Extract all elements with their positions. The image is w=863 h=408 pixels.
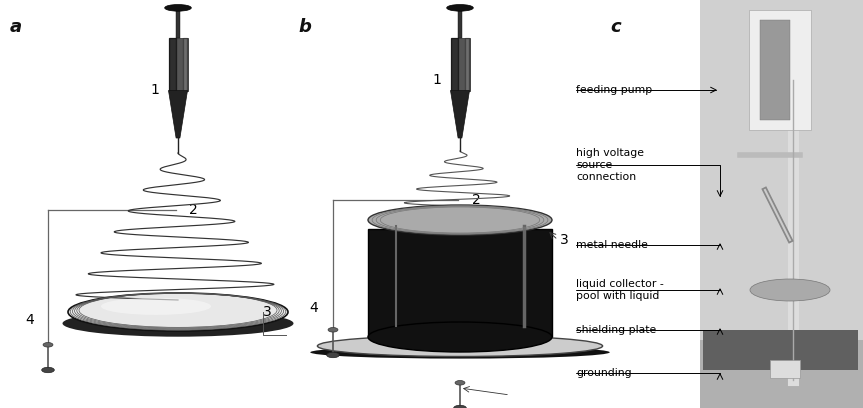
Text: 1: 1 [150,83,160,97]
Text: 2: 2 [189,203,198,217]
Ellipse shape [454,405,466,408]
FancyBboxPatch shape [176,10,180,38]
Ellipse shape [447,4,473,11]
FancyBboxPatch shape [465,38,469,91]
FancyBboxPatch shape [770,360,800,378]
Ellipse shape [455,381,465,385]
Text: shielding plate: shielding plate [576,325,656,335]
FancyBboxPatch shape [749,10,811,130]
Text: high voltage
source
connection: high voltage source connection [576,149,644,182]
Polygon shape [450,91,469,138]
FancyBboxPatch shape [457,10,463,38]
Ellipse shape [43,343,53,347]
FancyBboxPatch shape [450,38,458,91]
Ellipse shape [41,367,54,373]
Text: 3: 3 [560,233,569,247]
Text: a: a [10,18,22,36]
FancyBboxPatch shape [450,38,469,91]
FancyBboxPatch shape [168,38,176,91]
Ellipse shape [750,279,830,301]
Ellipse shape [311,346,610,359]
Text: 1: 1 [432,73,442,87]
Text: b: b [298,18,311,36]
Text: grounding: grounding [576,368,632,378]
Text: 2: 2 [471,193,481,207]
Text: feeding pump: feeding pump [576,85,652,95]
Ellipse shape [101,298,211,315]
FancyBboxPatch shape [183,38,186,91]
Ellipse shape [327,352,339,358]
Text: metal needle: metal needle [576,240,648,250]
Text: liquid collector -
pool with liquid: liquid collector - pool with liquid [576,279,664,301]
Ellipse shape [318,335,602,357]
FancyBboxPatch shape [703,330,858,370]
Ellipse shape [328,328,338,332]
FancyBboxPatch shape [368,229,552,337]
Text: 3: 3 [263,305,272,319]
Ellipse shape [68,293,288,331]
FancyBboxPatch shape [700,0,863,408]
Text: 4: 4 [310,301,318,315]
Text: c: c [610,18,620,36]
Ellipse shape [368,322,552,352]
Ellipse shape [368,205,552,235]
Polygon shape [168,91,187,138]
FancyBboxPatch shape [168,38,187,91]
Ellipse shape [62,310,293,337]
FancyBboxPatch shape [700,0,863,340]
Ellipse shape [165,4,192,11]
Text: 4: 4 [26,313,35,327]
FancyBboxPatch shape [760,20,790,120]
